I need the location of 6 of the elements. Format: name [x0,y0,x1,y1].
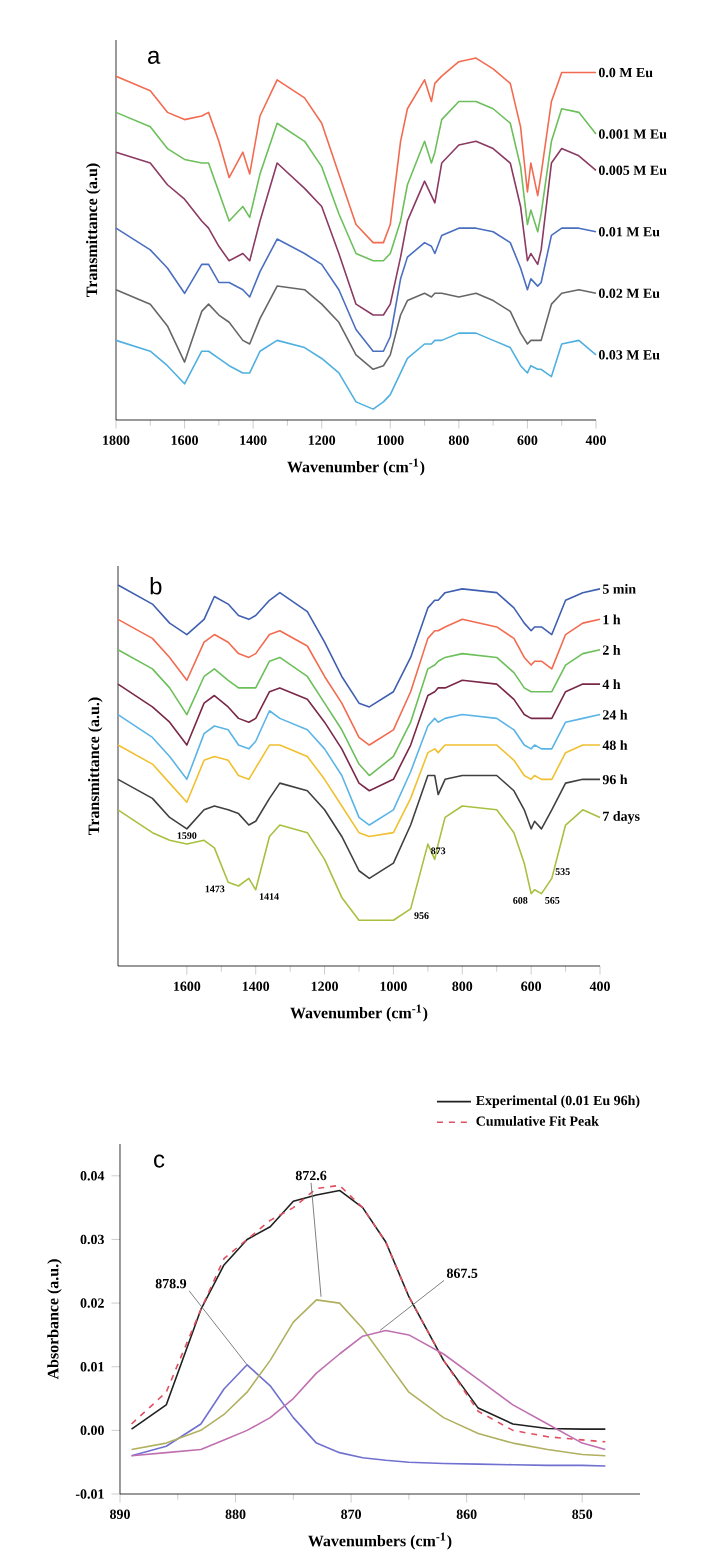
line-series [130,1329,607,1457]
line-series [130,1299,607,1457]
annotation: b [150,577,162,595]
annotation: a [148,50,161,64]
line-series [130,1364,607,1467]
annotation: c [154,1154,165,1168]
